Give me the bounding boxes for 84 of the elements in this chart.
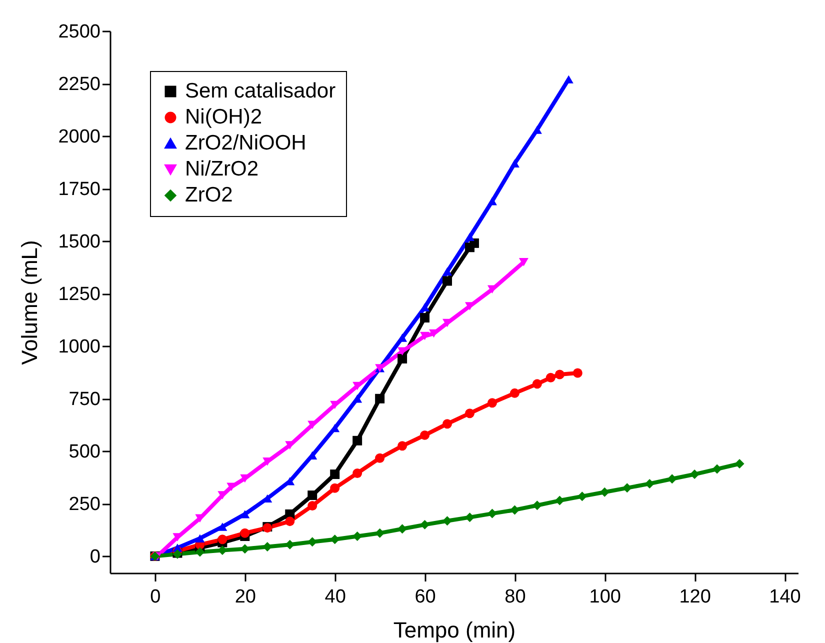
y-tick-label: 500 (68, 442, 100, 463)
point (352, 436, 362, 446)
point (464, 408, 474, 418)
point (330, 470, 340, 480)
y-tick-label: 250 (68, 494, 100, 516)
legend-label: ZrO2/NiOOH (185, 132, 306, 154)
y-tick-label: 2250 (58, 74, 100, 96)
point (464, 512, 474, 522)
y-tick-label: 0 (90, 546, 100, 568)
point (667, 474, 677, 484)
point (218, 534, 228, 544)
point (554, 496, 564, 506)
legend-label: Ni/ZrO2 (185, 158, 258, 180)
point (375, 528, 385, 538)
point (330, 534, 340, 544)
point (572, 368, 582, 378)
point (240, 510, 250, 518)
point (352, 468, 362, 478)
y-tick-label: 1500 (58, 232, 100, 253)
point (487, 508, 497, 518)
y-tick-label: 2000 (58, 126, 100, 148)
point (510, 159, 520, 168)
point (546, 372, 556, 382)
y-tick-label: 1000 (58, 336, 100, 358)
legend-label: ZrO2 (185, 184, 233, 206)
point (420, 303, 430, 312)
legend-label: Ni(OH)2 (185, 106, 262, 128)
y-tick-label: 2500 (58, 22, 100, 42)
point (420, 520, 430, 530)
legend-label: Sem catalisador (185, 80, 336, 102)
point (600, 487, 610, 497)
point (330, 483, 340, 493)
point (262, 542, 272, 552)
x-tick-label: 80 (504, 586, 526, 608)
x-tick-label: 100 (589, 586, 621, 608)
point (644, 478, 654, 488)
point (487, 197, 497, 206)
point (564, 75, 574, 84)
point (285, 540, 295, 550)
point (734, 459, 744, 469)
point (308, 501, 318, 511)
point (195, 547, 205, 557)
point (532, 500, 542, 510)
point (420, 332, 430, 340)
point (532, 126, 542, 134)
point (398, 524, 408, 534)
point (690, 470, 700, 480)
x-tick-label: 120 (679, 586, 711, 608)
point (442, 419, 452, 429)
point (510, 388, 520, 398)
point (420, 313, 430, 322)
point (532, 379, 542, 389)
x-tick-label: 0 (150, 586, 161, 608)
point (518, 258, 528, 266)
point (285, 516, 295, 526)
point (195, 534, 205, 542)
point (712, 464, 722, 474)
point (218, 522, 228, 531)
point (308, 490, 318, 500)
x-tick-label: 40 (324, 586, 346, 608)
x-tick-label: 60 (414, 586, 436, 608)
y-tick-label: 1750 (58, 179, 100, 200)
point (487, 398, 497, 408)
point (375, 453, 385, 463)
y-tick-label: 1250 (58, 284, 100, 306)
point (375, 394, 385, 404)
y-axis-title: Volume (mL) (17, 240, 42, 365)
point (398, 334, 408, 342)
point (398, 354, 408, 364)
x-tick-label: 140 (769, 586, 801, 608)
point (352, 531, 362, 541)
y-tick-label: 750 (68, 389, 100, 410)
point (420, 430, 430, 440)
point (442, 267, 452, 276)
point (622, 483, 632, 493)
point (442, 516, 452, 526)
x-axis-title: Tempo (min) (393, 618, 516, 642)
x-tick-label: 20 (234, 586, 256, 608)
point (577, 492, 587, 502)
point (464, 232, 474, 241)
point (398, 441, 408, 451)
point (554, 370, 564, 380)
point (442, 276, 452, 286)
point (240, 528, 250, 538)
